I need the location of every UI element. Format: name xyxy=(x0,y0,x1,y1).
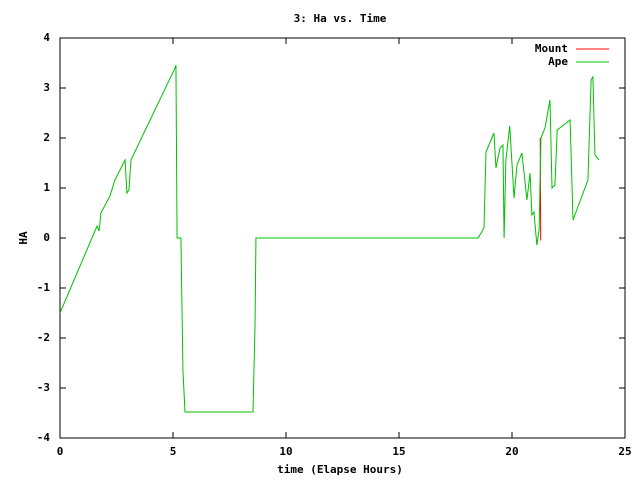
series-line xyxy=(59,64,600,413)
x-tick-label: 0 xyxy=(57,445,64,458)
y-tick-label: -3 xyxy=(37,381,50,394)
y-tick-label: 1 xyxy=(43,181,50,194)
y-tick-label: 4 xyxy=(43,31,50,44)
y-tick-label: -1 xyxy=(37,281,51,294)
x-axis-label: time (Elapse Hours) xyxy=(277,463,403,476)
legend-label: Mount xyxy=(535,42,568,55)
y-axis-label: HA xyxy=(17,231,30,245)
y-tick-label: 2 xyxy=(43,131,50,144)
y-tick-label: -2 xyxy=(37,331,50,344)
x-tick-label: 20 xyxy=(505,445,518,458)
x-tick-label: 15 xyxy=(392,445,405,458)
y-tick-label: 0 xyxy=(43,231,50,244)
chart-title: 3: Ha vs. Time xyxy=(294,12,387,25)
x-tick-label: 10 xyxy=(279,445,292,458)
x-tick-label: 25 xyxy=(618,445,631,458)
legend-label: Ape xyxy=(548,55,568,68)
y-tick-label: -4 xyxy=(37,431,51,444)
y-tick-label: 3 xyxy=(43,81,50,94)
x-tick-label: 5 xyxy=(170,445,177,458)
